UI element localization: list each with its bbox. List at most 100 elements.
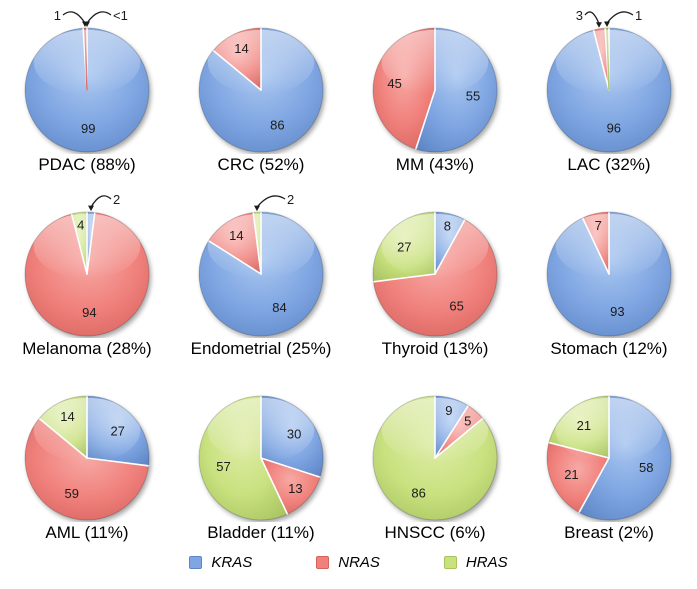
legend-item-nras: NRAS bbox=[316, 554, 380, 571]
callout-arrow-icon bbox=[584, 11, 600, 25]
callout-arrow-icon bbox=[90, 195, 112, 208]
pie-gloss-highlight bbox=[33, 213, 141, 279]
pie-chart-stomach: 93 7 bbox=[546, 211, 672, 337]
slice-value-label-hras: 14 bbox=[60, 409, 74, 424]
callout-label: 2 bbox=[287, 192, 294, 207]
slice-value-label-nras: 13 bbox=[288, 481, 302, 496]
pie-gloss-highlight bbox=[33, 29, 141, 95]
callout-arrow-icon bbox=[86, 11, 112, 24]
nras-color-swatch-icon bbox=[316, 556, 330, 569]
pie-cell-breast: 58 21 21 Breast (2%) bbox=[522, 372, 696, 556]
pie-gloss-highlight bbox=[381, 397, 489, 463]
callout-arrow-icon bbox=[62, 11, 86, 24]
pie-cell-bladder: 30 13 57 Bladder (11%) bbox=[174, 372, 348, 556]
pie-chart-mm: 55 45 bbox=[372, 27, 498, 153]
slice-value-label-kras: 99 bbox=[81, 121, 95, 136]
pie-gloss-highlight bbox=[555, 213, 663, 279]
pie-title: Breast (2%) bbox=[564, 523, 654, 542]
pie-title: Bladder (11%) bbox=[207, 523, 315, 542]
slice-value-label-kras: 58 bbox=[639, 460, 653, 475]
pie-cell-pdac: 99 1 <1 PDAC (88%) bbox=[0, 4, 174, 188]
callout-label: 3 bbox=[576, 8, 583, 23]
pie-chart-endometrial: 84 14 2 bbox=[198, 192, 324, 337]
slice-value-label-nras: 14 bbox=[229, 228, 243, 243]
pie-cell-melanoma: 94 4 2 Melanoma (28%) bbox=[0, 188, 174, 372]
pie-chart-crc: 86 14 bbox=[198, 27, 324, 153]
legend-label-hras: HRAS bbox=[465, 554, 508, 571]
pie-title: CRC (52%) bbox=[217, 155, 305, 174]
pie-title: Endometrial (25%) bbox=[190, 339, 332, 358]
pie-title: Melanoma (28%) bbox=[22, 339, 152, 358]
callout-arrowhead-icon bbox=[88, 205, 95, 212]
slice-value-label-hras: 21 bbox=[577, 418, 591, 433]
callout-arrowhead-icon bbox=[595, 22, 602, 28]
pie-gloss-highlight bbox=[207, 29, 315, 95]
pie-cell-hnscc: 9 5 86 HNSCC (6%) bbox=[348, 372, 522, 556]
callout-arrowhead-icon bbox=[84, 21, 90, 27]
pie-gloss-highlight bbox=[555, 397, 663, 463]
pie-title: MM (43%) bbox=[395, 155, 475, 174]
pie-gloss-highlight bbox=[555, 29, 663, 95]
pie-cell-lac: 96 3 1 LAC (32%) bbox=[522, 4, 696, 188]
slice-value-label-nras: 5 bbox=[464, 413, 471, 428]
pie-cell-aml: 27 59 14 AML (11%) bbox=[0, 372, 174, 556]
callout-label: 1 bbox=[54, 8, 61, 23]
callout-arrow-icon bbox=[606, 11, 634, 24]
slice-value-label-nras: 94 bbox=[82, 305, 96, 320]
slice-value-label-nras: 59 bbox=[64, 486, 78, 501]
pie-gloss-highlight bbox=[207, 397, 315, 463]
pie-gloss-highlight bbox=[381, 29, 489, 95]
slice-value-label-kras: 93 bbox=[610, 304, 624, 319]
legend-item-kras: KRAS bbox=[189, 554, 252, 571]
pie-gloss-highlight bbox=[381, 213, 489, 279]
pie-chart-thyroid: 8 65 27 bbox=[372, 211, 498, 337]
slice-value-label-kras: 27 bbox=[110, 423, 124, 438]
slice-value-label-kras: 30 bbox=[287, 426, 301, 441]
pie-title: AML (11%) bbox=[45, 523, 129, 542]
pie-cell-stomach: 93 7 Stomach (12%) bbox=[522, 188, 696, 372]
pie-chart-hnscc: 95 86 bbox=[372, 395, 498, 521]
slice-value-label-nras: 7 bbox=[595, 218, 602, 233]
pie-title: Stomach (12%) bbox=[550, 339, 668, 358]
slice-value-label-hras: 4 bbox=[77, 217, 84, 232]
slice-value-label-nras: 65 bbox=[449, 298, 463, 313]
callout-label: 1 bbox=[635, 8, 642, 23]
pie-chart-breast: 58 21 21 bbox=[546, 395, 672, 521]
pie-chart-bladder: 30 13 57 bbox=[198, 395, 324, 521]
callout-arrowhead-icon bbox=[253, 205, 260, 212]
legend: KRAS NRAS HRAS bbox=[0, 554, 697, 571]
pie-grid: 99 1 <1 PDAC (88%) 86 14 CRC (52%) 55 45 MM (43%)… bbox=[0, 4, 696, 556]
callout-arrowhead-icon bbox=[603, 21, 610, 28]
pie-title: HNSCC (6%) bbox=[384, 523, 486, 542]
pie-title: PDAC (88%) bbox=[38, 155, 136, 174]
hras-color-swatch-icon bbox=[443, 556, 457, 569]
pie-cell-endometrial: 84 14 2 Endometrial (25%) bbox=[174, 188, 348, 372]
pie-cell-crc: 86 14 CRC (52%) bbox=[174, 4, 348, 188]
pie-chart-aml: 27 59 14 bbox=[24, 395, 150, 521]
legend-label-nras: NRAS bbox=[338, 554, 380, 571]
pie-title: Thyroid (13%) bbox=[381, 339, 489, 358]
slice-value-label-kras: 96 bbox=[607, 121, 621, 136]
slice-value-label-kras: 8 bbox=[444, 218, 451, 233]
callout-label: <1 bbox=[113, 8, 128, 23]
slice-value-label-nras: 45 bbox=[387, 76, 401, 91]
legend-item-hras: HRAS bbox=[443, 554, 508, 571]
pie-gloss-highlight bbox=[207, 213, 315, 279]
pie-title: LAC (32%) bbox=[567, 155, 651, 174]
pie-slice-nras bbox=[261, 458, 320, 515]
pie-chart-pdac: 99 1 <1 bbox=[24, 8, 150, 153]
slice-value-label-hras: 86 bbox=[411, 485, 425, 500]
pie-gloss-highlight bbox=[33, 397, 141, 463]
kras-color-swatch-icon bbox=[189, 556, 203, 569]
slice-value-label-nras: 21 bbox=[564, 467, 578, 482]
callout-label: 2 bbox=[113, 192, 120, 207]
slice-value-label-hras: 57 bbox=[216, 459, 230, 474]
slice-value-label-nras: 14 bbox=[234, 41, 248, 56]
callout-arrow-icon bbox=[256, 195, 286, 208]
pie-chart-melanoma: 94 4 2 bbox=[24, 192, 150, 337]
slice-value-label-kras: 84 bbox=[272, 300, 286, 315]
slice-value-label-kras: 86 bbox=[270, 117, 284, 132]
legend-label-kras: KRAS bbox=[211, 554, 253, 571]
slice-value-label-kras: 9 bbox=[445, 403, 452, 418]
